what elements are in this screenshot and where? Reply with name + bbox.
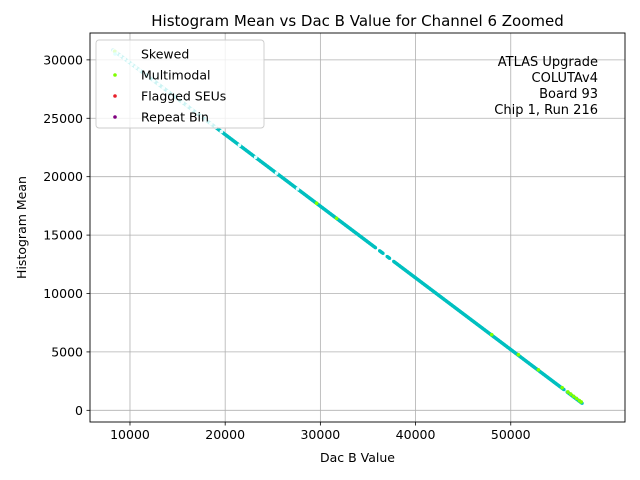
data-point (381, 251, 385, 255)
data-point-multimodal (489, 332, 494, 337)
grid-lines (90, 33, 625, 422)
data-point-skewed (295, 187, 300, 191)
x-tick-label: 30000 (300, 427, 340, 442)
data-point (388, 256, 392, 260)
data-point-multimodal (314, 201, 319, 206)
legend-label-multimodal: Multimodal (141, 68, 210, 83)
y-tick-label: 30000 (43, 52, 83, 67)
data-point-skewed (219, 129, 224, 134)
plot-frame (89, 32, 626, 423)
legend-marker-multimodal (113, 73, 117, 77)
legend-entry-repeat-bin: Repeat Bin (113, 110, 209, 125)
y-tick-label: 20000 (43, 169, 83, 184)
y-tick-label: 5000 (51, 344, 83, 359)
y-tick-label: 25000 (43, 111, 83, 126)
legend-label-repeat-bin: Repeat Bin (141, 110, 209, 125)
annotation-line: Chip 1, Run 216 (494, 103, 598, 118)
data-point-multimodal (568, 392, 573, 396)
data-point-multimodal (574, 396, 579, 401)
legend-entry-multimodal: Multimodal (113, 68, 210, 83)
legend-label-skewed: Skewed (141, 47, 189, 62)
annotation-line: ATLAS Upgrade (498, 55, 598, 70)
legend-box (95, 39, 265, 129)
run-annotation: ATLAS Upgrade COLUTAv4 Board 93 Chip 1, … (494, 55, 598, 118)
data-point-multimodal (516, 352, 521, 357)
legend-marker-repeat-bin (113, 115, 117, 119)
legend-label-flagged-seus: Flagged SEUs (141, 89, 226, 104)
y-axis-label: Histogram Mean (14, 176, 29, 279)
annotation-line: Board 93 (539, 87, 598, 102)
legend-entry-flagged-seus: Flagged SEUs (113, 89, 226, 104)
data-point-multimodal (566, 390, 570, 394)
data-point-multimodal (579, 400, 584, 404)
data-point-multimodal (334, 216, 339, 221)
data-point-multimodal (560, 385, 564, 390)
x-tick-label: 40000 (396, 427, 436, 442)
x-tick-label: 10000 (110, 427, 150, 442)
x-tick-label: 50000 (491, 427, 531, 442)
x-tick-label: 20000 (205, 427, 245, 442)
x-axis-label: Dac B Value (320, 450, 395, 465)
data-point-multimodal (536, 367, 541, 372)
data-point (373, 246, 378, 250)
legend: Skewed Multimodal Flagged SEUs Repeat Bi… (95, 39, 265, 129)
data-point-skewed (237, 143, 242, 147)
legend-entry-skewed: Skewed (113, 47, 189, 62)
legend-marker-skewed (113, 52, 117, 56)
y-tick-label: 0 (75, 403, 83, 418)
annotation-line: COLUTAv4 (532, 71, 598, 86)
y-tick-label: 15000 (43, 228, 83, 243)
legend-marker-flagged-seus (113, 94, 117, 98)
data-point-skewed (253, 155, 258, 160)
chart-title: Histogram Mean vs Dac B Value for Channe… (151, 12, 564, 30)
axis-ticks: 10000 20000 30000 40000 50000 0 5000 10000 15000… (43, 52, 530, 442)
data-point-multimodal (571, 394, 576, 399)
data-point-skewed (274, 171, 279, 175)
y-tick-label: 10000 (43, 286, 83, 301)
